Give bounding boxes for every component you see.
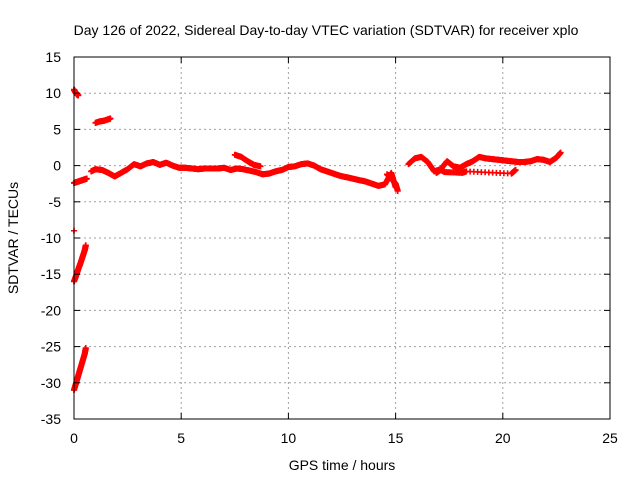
data-point <box>82 345 89 352</box>
axis-ticks <box>73 56 611 420</box>
x-tick-label: 0 <box>70 430 78 446</box>
x-tick-label: 10 <box>281 430 297 446</box>
y-tick-label: 10 <box>45 85 61 101</box>
x-tick-label: 25 <box>602 430 618 446</box>
data-point <box>557 149 564 156</box>
x-tick-label: 5 <box>177 430 185 446</box>
y-tick-label: -5 <box>49 194 62 210</box>
y-tick-label: -25 <box>41 339 61 355</box>
y-tick-label: 15 <box>45 49 61 65</box>
data-point <box>512 166 519 173</box>
x-axis-label: GPS time / hours <box>289 457 396 473</box>
y-tick-label: -30 <box>41 375 61 391</box>
data-point <box>83 175 90 182</box>
chart-title: Day 126 of 2022, Sidereal Day-to-day VTE… <box>74 22 579 38</box>
axis-tick-labels: 0 5 10 15 20 25 15 10 5 0 -5 -10 -15 -20 -25 -30 -35 <box>41 49 618 446</box>
y-axis-label: SDTVAR / TECUs <box>5 182 21 294</box>
x-tick-label: 20 <box>495 430 511 446</box>
x-tick-label: 15 <box>388 430 404 446</box>
y-tick-label: -35 <box>41 411 61 427</box>
data-point <box>107 115 114 122</box>
y-tick-label: -10 <box>41 230 61 246</box>
grid <box>74 57 610 419</box>
y-tick-label: -20 <box>41 302 61 318</box>
y-tick-label: 5 <box>53 121 61 137</box>
y-tick-label: 0 <box>53 158 61 174</box>
data-point <box>82 242 89 249</box>
data-point <box>394 187 401 194</box>
data-point <box>257 163 264 170</box>
y-tick-label: -15 <box>41 266 61 282</box>
